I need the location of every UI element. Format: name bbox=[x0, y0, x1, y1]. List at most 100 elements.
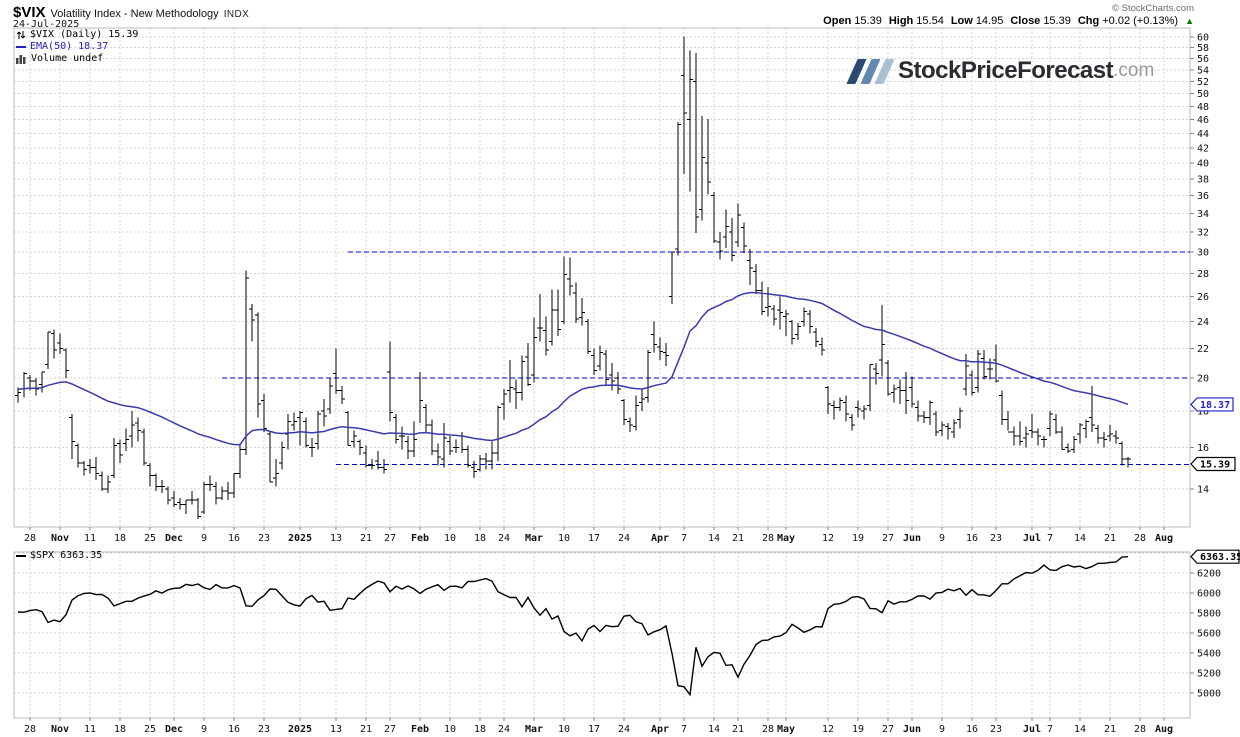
x-axis-label: Nov bbox=[51, 533, 69, 544]
price-label-text: 6363.35 bbox=[1200, 552, 1240, 563]
chg-label: Chg bbox=[1077, 15, 1100, 27]
x-axis-label-bottom: 25 bbox=[144, 724, 156, 735]
ohlc-bars-icon bbox=[16, 30, 26, 39]
volume-bars-icon bbox=[16, 54, 26, 64]
x-axis-label-bottom: 27 bbox=[384, 724, 396, 735]
close-value: 15.39 bbox=[1043, 15, 1071, 27]
x-axis-label-bottom: 12 bbox=[822, 724, 834, 735]
x-axis-label-bottom: 21 bbox=[732, 724, 744, 735]
x-axis-label: 21 bbox=[360, 533, 372, 544]
y-axis-label: 52 bbox=[1197, 77, 1209, 88]
copyright-note: © StockCharts.com bbox=[1112, 3, 1194, 14]
legend-vix-series: $VIX (Daily) 15.39 bbox=[30, 29, 139, 40]
gridlines bbox=[14, 28, 1190, 718]
x-axis-label-bottom: 18 bbox=[474, 724, 486, 735]
y-axis-label: 38 bbox=[1197, 174, 1209, 185]
x-axis-label-bottom: Apr bbox=[651, 724, 669, 735]
panel-frame bbox=[13, 551, 1191, 719]
price-label-text: 18.37 bbox=[1200, 400, 1230, 411]
close-label: Close bbox=[1010, 15, 1041, 27]
x-axis-label-bottom: May bbox=[777, 724, 795, 735]
y-axis-label: 14 bbox=[1197, 484, 1209, 495]
chart-date: 24-Jul-2025 bbox=[13, 19, 80, 30]
x-axis-label-bottom: Nov bbox=[51, 724, 69, 735]
y-axis-label: 56 bbox=[1197, 54, 1209, 65]
y-axis-label: 30 bbox=[1197, 248, 1209, 259]
x-axis-label: 7 bbox=[681, 533, 687, 544]
y-axis-label: 54 bbox=[1197, 65, 1209, 76]
y-axis-label: 44 bbox=[1197, 129, 1209, 140]
x-axis-label: 23 bbox=[990, 533, 1002, 544]
x-axis-label-bottom: 16 bbox=[228, 724, 240, 735]
low-value: 14.95 bbox=[975, 15, 1004, 27]
x-axis-label-bottom: 18 bbox=[114, 724, 126, 735]
x-axis-label-bottom: 10 bbox=[558, 724, 570, 735]
x-axis-label: 16 bbox=[228, 533, 240, 544]
price-label-box bbox=[1190, 549, 1240, 564]
x-axis-label-bottom: 19 bbox=[852, 724, 864, 735]
x-axis-label: 18 bbox=[114, 533, 126, 544]
spx-y-axis-label: 6000 bbox=[1197, 589, 1221, 600]
ema50-line bbox=[17, 291, 1129, 446]
y-axis-label: 16 bbox=[1197, 443, 1209, 454]
x-axis-label-bottom: 7 bbox=[681, 724, 687, 735]
x-axis-label: 28 bbox=[1134, 533, 1146, 544]
x-axis-label: 28 bbox=[24, 533, 36, 544]
x-axis-label: Aug bbox=[1155, 533, 1173, 544]
y-axis-label: 48 bbox=[1197, 102, 1209, 113]
high-label: High bbox=[888, 15, 914, 27]
x-axis-label: 27 bbox=[882, 533, 894, 544]
x-axis-label-bottom: 28 bbox=[1134, 724, 1146, 735]
x-axis-label: 12 bbox=[822, 533, 834, 544]
y-axis-label: 40 bbox=[1197, 158, 1209, 169]
y-axis-label: 20 bbox=[1197, 374, 1209, 385]
x-axis-label: Apr bbox=[651, 533, 669, 544]
x-axis-label: 27 bbox=[384, 533, 396, 544]
x-axis-label-bottom: Aug bbox=[1155, 724, 1173, 735]
y-axis-label: 28 bbox=[1197, 269, 1209, 280]
main-chart-legend: $VIX (Daily) 15.39 EMA(50) 18.37 Volume … bbox=[16, 29, 138, 65]
x-axis-label: Jul bbox=[1023, 533, 1041, 544]
spx-y-axis-label: 5400 bbox=[1197, 649, 1221, 660]
x-axis-label: 25 bbox=[144, 533, 156, 544]
quote-summary-row: Open 15.39 High 15.54 Low 14.95 Close 15.39 Chg +… bbox=[823, 15, 1194, 27]
high-value: 15.54 bbox=[916, 15, 944, 27]
x-axis-label: Dec bbox=[165, 533, 183, 544]
price-label-box bbox=[1190, 456, 1236, 472]
x-axis-label: 19 bbox=[852, 533, 864, 544]
open-label: Open bbox=[823, 15, 852, 27]
price-label-text: 15.39 bbox=[1200, 460, 1230, 471]
price-label-box bbox=[1190, 397, 1234, 412]
y-axis-label: 24 bbox=[1197, 317, 1209, 328]
y-axis-label: 60 bbox=[1197, 33, 1209, 44]
x-axis-label-bottom: 24 bbox=[498, 724, 510, 735]
spx-y-axis-label: 6200 bbox=[1197, 569, 1221, 580]
x-axis-label: 9 bbox=[201, 533, 207, 544]
y-axis-label: 42 bbox=[1197, 143, 1209, 154]
y-axis-label: 36 bbox=[1197, 191, 1209, 202]
x-axis-label: 17 bbox=[588, 533, 600, 544]
x-axis-label: 23 bbox=[258, 533, 270, 544]
panel-frame bbox=[13, 27, 1191, 528]
x-axis-label-bottom: Jun bbox=[903, 724, 921, 735]
logo-slashes-icon bbox=[846, 58, 895, 84]
x-axis-label-bottom: Jul bbox=[1023, 724, 1041, 735]
legend-ema: EMA(50) 18.37 bbox=[30, 41, 109, 52]
title-row: $VIX Volatility Index - New Methodology IN… bbox=[13, 4, 249, 22]
x-axis-label: 7 bbox=[1047, 533, 1053, 544]
legend-volume: Volume undef bbox=[31, 53, 104, 64]
legend-spx-series: $SPX 6363.35 bbox=[30, 550, 103, 561]
x-axis-label: Jun bbox=[903, 533, 921, 544]
x-axis-label-bottom: 28 bbox=[24, 724, 36, 735]
x-axis-label-bottom: 27 bbox=[882, 724, 894, 735]
x-axis-label-bottom: 9 bbox=[201, 724, 207, 735]
x-axis-label: 21 bbox=[732, 533, 744, 544]
spx-panel-legend: $SPX 6363.35 bbox=[16, 550, 102, 562]
y-axis-label: 46 bbox=[1197, 115, 1209, 126]
x-axis-label-bottom: 24 bbox=[618, 724, 630, 735]
x-axis-label: 21 bbox=[1104, 533, 1116, 544]
spx-line-icon bbox=[16, 554, 26, 557]
x-axis-label-bottom: 21 bbox=[1104, 724, 1116, 735]
